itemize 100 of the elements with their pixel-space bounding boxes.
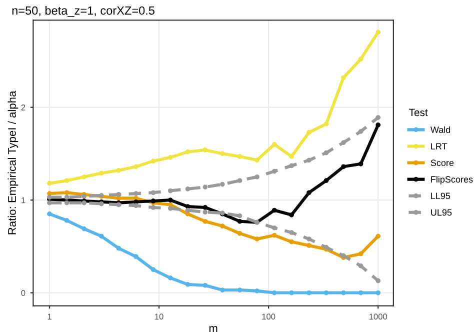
point [324, 122, 329, 126]
point [358, 263, 364, 268]
legend-title: Test [408, 108, 428, 116]
point [358, 129, 364, 134]
point [237, 288, 242, 292]
y-tick-label: 1 [22, 197, 26, 204]
point [237, 178, 242, 184]
point [289, 239, 294, 244]
point [306, 290, 312, 296]
point [220, 288, 225, 292]
point [168, 188, 173, 194]
legend-label: Score [430, 160, 454, 166]
point [358, 290, 364, 296]
point [306, 130, 312, 135]
point [324, 178, 329, 184]
point [134, 199, 138, 204]
point [254, 174, 260, 180]
point [47, 191, 52, 196]
point [150, 190, 156, 196]
point [254, 288, 260, 294]
point [306, 236, 312, 242]
point [376, 234, 381, 239]
point [272, 232, 277, 238]
point [64, 178, 70, 184]
point [47, 180, 52, 186]
point [116, 192, 122, 197]
point [185, 204, 190, 209]
point [116, 196, 122, 201]
point [202, 205, 208, 210]
point [376, 122, 381, 128]
point [47, 200, 52, 206]
point [289, 154, 294, 159]
point [220, 182, 225, 187]
point [185, 282, 190, 287]
legend-label: UL95 [431, 209, 452, 216]
point [254, 236, 260, 242]
point [272, 290, 277, 296]
y-tick-label: 2 [21, 104, 26, 110]
point [289, 212, 294, 218]
point [82, 174, 87, 180]
point [289, 290, 294, 296]
point [64, 194, 70, 200]
point [272, 208, 277, 213]
point [358, 56, 364, 62]
point [185, 208, 190, 213]
point [202, 282, 208, 288]
point [134, 164, 138, 170]
point [341, 290, 346, 296]
point [185, 186, 190, 192]
point [272, 142, 277, 147]
point [237, 213, 242, 218]
point [64, 218, 70, 223]
point [168, 154, 173, 160]
x-tick-label: 1 [48, 314, 52, 320]
point [341, 140, 346, 145]
point [64, 200, 70, 206]
point [98, 234, 104, 239]
point [116, 168, 122, 173]
point [272, 168, 277, 174]
point [220, 224, 225, 228]
point [376, 115, 381, 120]
point [289, 163, 294, 168]
point [116, 246, 122, 251]
legend-label: LRT [431, 143, 448, 150]
point [376, 290, 381, 296]
point [358, 251, 364, 256]
point [185, 149, 190, 154]
point [202, 218, 208, 224]
point [272, 225, 277, 230]
point [168, 206, 173, 211]
point [358, 161, 364, 166]
point [237, 154, 242, 159]
point [324, 290, 329, 296]
point [376, 30, 381, 35]
point [306, 243, 312, 248]
point [47, 212, 52, 216]
point [64, 190, 70, 196]
legend-label: LL95 [431, 192, 450, 200]
x-tick-label: 10 [155, 314, 164, 320]
x-axis-title: m [209, 326, 218, 332]
point [202, 210, 208, 215]
chart-title: n=50, beta_z=1, corXZ=0.5 [12, 6, 154, 17]
point [168, 198, 173, 202]
point [306, 190, 312, 196]
point [324, 150, 329, 156]
point [220, 151, 225, 156]
point [168, 276, 173, 280]
point [150, 205, 156, 210]
point [150, 158, 156, 164]
point [341, 164, 346, 170]
x-tick-label: 1000 [369, 314, 388, 320]
x-tick-label: 100 [262, 314, 276, 320]
point [376, 278, 381, 284]
point [98, 170, 104, 176]
point [289, 230, 294, 235]
point [306, 158, 312, 163]
point [202, 184, 208, 190]
point [134, 203, 138, 208]
point [134, 254, 138, 260]
point [237, 231, 242, 236]
